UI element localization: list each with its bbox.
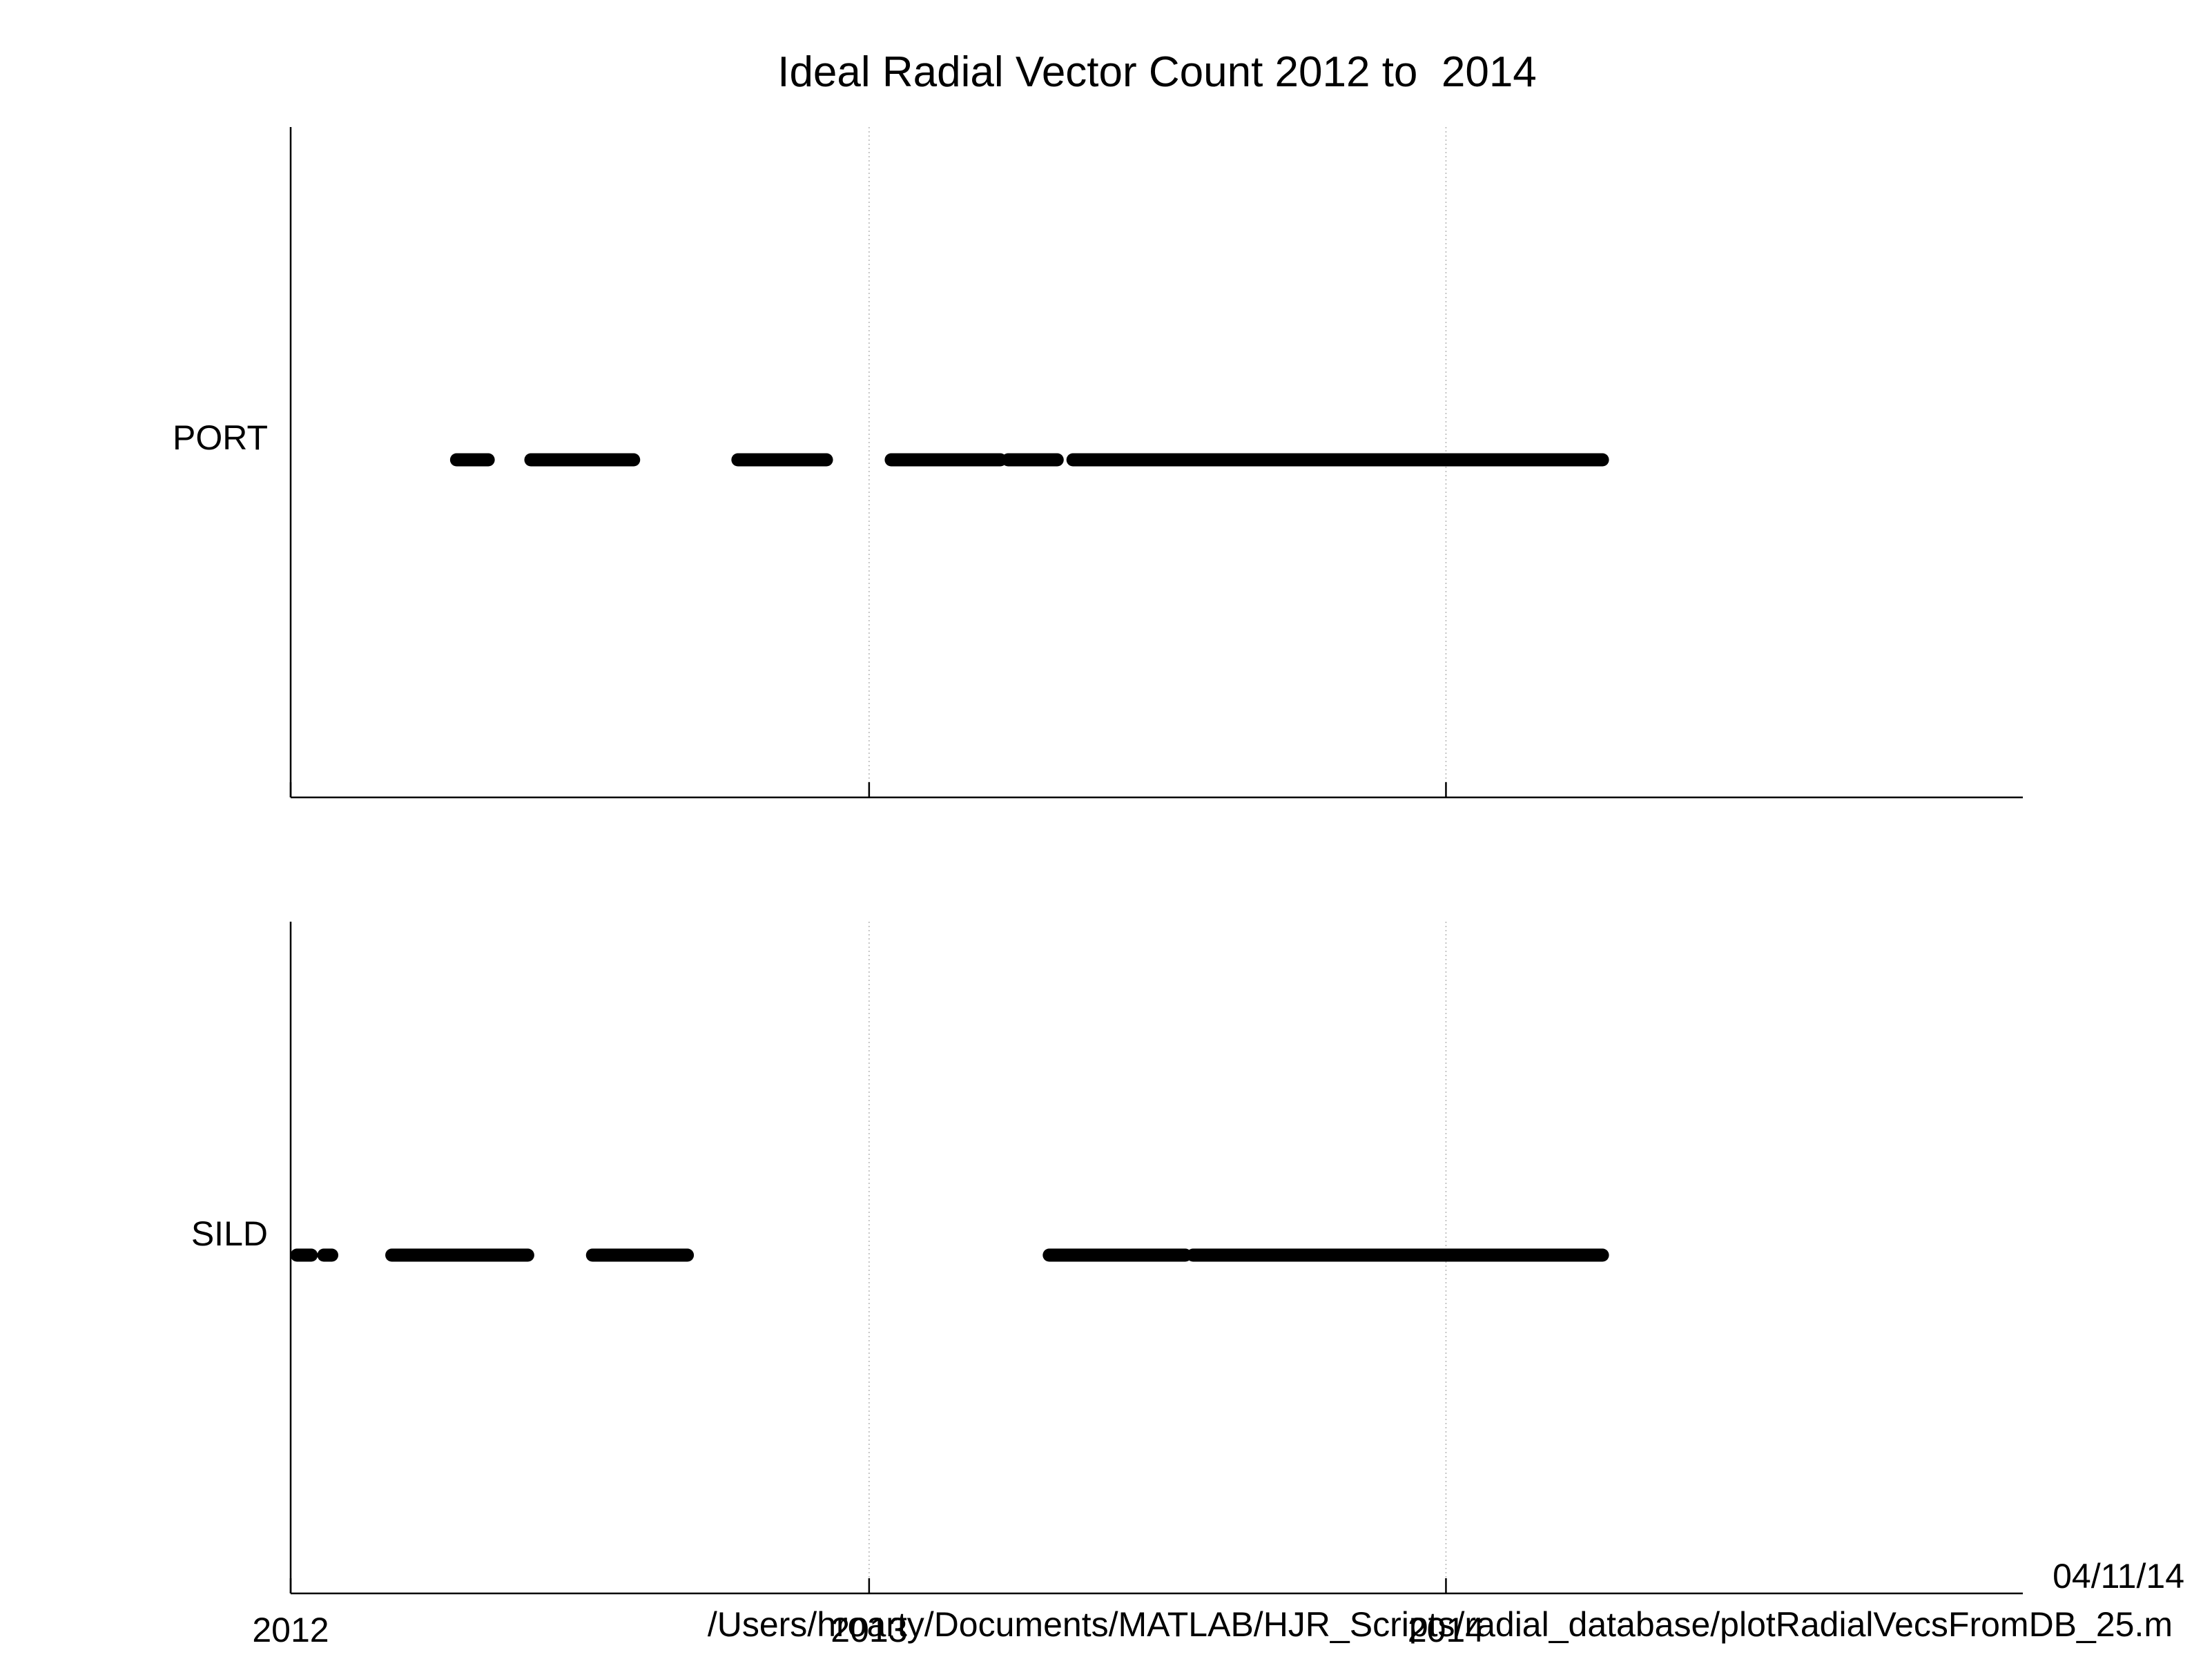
sild-x-tick-label: 2013	[831, 1611, 907, 1649]
sild-x-tick-label: 2014	[1408, 1611, 1484, 1649]
sild-x-tick-label: 2012	[252, 1611, 329, 1649]
port-x-ticks	[289, 782, 1447, 797]
sild-panel: 2012 2013 2014 SILD	[191, 922, 2023, 1649]
sild-category-label: SILD	[191, 1214, 268, 1253]
sild-x-tick-labels: 2012 2013 2014	[252, 1611, 1484, 1649]
footer-date: 04/11/14	[2053, 1557, 2184, 1595]
port-category-label: PORT	[173, 418, 268, 457]
footer-script-path: /Users/hroarty/Documents/MATLAB/HJR_Scri…	[708, 1605, 2173, 1644]
chart-title: Ideal Radial Vector Count 2012 to 2014	[777, 48, 1537, 96]
sild-x-ticks	[289, 1578, 1447, 1593]
port-panel: PORT	[173, 127, 2023, 799]
